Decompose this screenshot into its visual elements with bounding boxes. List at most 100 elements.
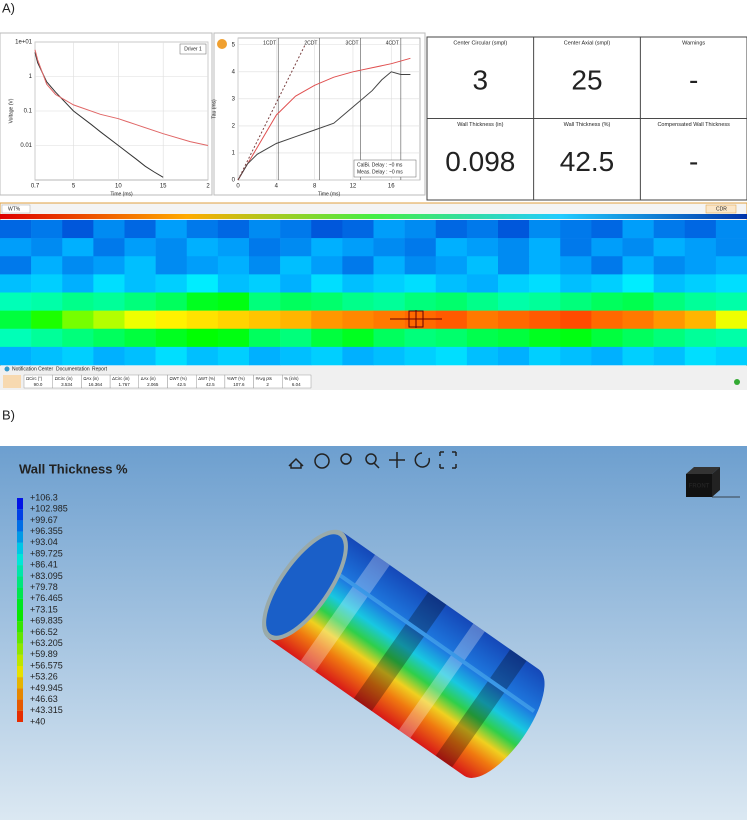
heat-cell [653,238,686,257]
metric-value: 0.098 [445,146,515,177]
heat-cell [404,274,437,293]
y-tick-label: 3 [232,96,236,102]
heat-cell [560,220,592,239]
heat-cell [591,238,623,257]
y-tick-label: 2 [232,123,236,129]
cdt-label: 3CDT [346,40,359,46]
legend-swatch [17,598,23,610]
heat-cell [31,256,63,275]
heat-cell [311,274,343,293]
zoom-icon[interactable] [365,453,377,465]
help-icon[interactable] [217,39,227,49]
heat-cell [715,256,747,275]
series-line [237,57,411,181]
legend-label: +93.04 [30,537,58,547]
status-header: ΩWT (%) [170,376,188,381]
legend-swatch [17,699,23,711]
heat-cell [560,310,592,330]
heat-cell [404,238,437,257]
legend-label: +96.355 [30,526,63,536]
heat-cell [529,292,561,311]
heat-cell [684,310,717,330]
button[interactable] [705,204,737,214]
status-cell [282,374,312,389]
heat-cell [404,310,437,330]
legend-label: +73.15 [30,604,58,614]
status-value: 107.6 [233,382,245,387]
cdt-label: 4CDT [386,40,399,46]
heat-cell [373,328,405,348]
metric-title: Center Circular (smpl) [453,40,507,46]
heat-cell [62,292,94,311]
legend-label: +102.985 [30,504,68,514]
status-header: ΔCirc (in) [112,376,130,381]
heat-cell [498,256,530,275]
annotation: Driver 1 [184,46,202,52]
heat-cell [280,346,312,366]
rotate-icon[interactable] [414,452,431,468]
status-header: % (in/s) [284,376,299,381]
legend-label: +53.26 [30,672,58,682]
zoom-box-icon[interactable] [340,453,352,465]
heat-cell [342,220,374,239]
legend-swatch [17,531,23,543]
heat-cell [280,256,312,275]
legend-swatch [17,643,23,655]
legend-label: +56.575 [30,660,63,670]
heat-cell [155,220,188,239]
metric-value: - [689,146,698,177]
heat-cell [653,292,686,311]
heat-cell [653,310,686,330]
fit-icon[interactable] [439,451,457,469]
heat-cell [249,346,281,366]
heat-cell [0,274,32,293]
pan-icon[interactable] [389,452,405,468]
x-tick-label: 16 [388,184,395,190]
view-icon[interactable] [314,453,330,469]
heat-cell [280,328,312,348]
heat-cell [373,220,405,239]
metric-value: 3 [473,64,489,95]
heat-cell [124,346,156,366]
heat-cell [186,310,219,330]
heat-cell [342,238,374,257]
heat-cell [217,220,250,239]
legend-label: +40 [30,716,45,726]
heat-cell [529,274,561,293]
series-line [34,49,209,146]
heat-cell [62,238,94,257]
heat-cell [591,220,623,239]
heat-cell [622,238,654,257]
home-icon[interactable] [288,457,304,469]
status-link[interactable]: Documentation [56,366,90,372]
heat-cell [311,256,343,275]
viewer-toolbar [288,451,457,469]
heat-cell [342,274,374,293]
heat-cell [93,346,125,366]
heat-cell [31,220,63,239]
heat-cell [591,292,623,311]
move-icon[interactable] [3,375,21,388]
y-tick-label: 5 [232,42,236,48]
status-link[interactable]: Report [92,366,108,372]
view-cube[interactable] [686,467,740,498]
heat-cell [217,274,250,293]
heat-cell [560,292,592,311]
heat-cell [373,256,405,275]
heat-cell [249,310,281,330]
metric-value: 25 [571,64,602,95]
heat-cell [186,220,219,239]
heat-cell [435,220,468,239]
heat-cell [93,292,125,311]
legend-swatch [17,509,23,521]
heat-cell [93,310,125,330]
heat-cell [373,310,405,330]
y-tick-label: 1 [232,151,236,157]
heat-cell [93,220,125,239]
status-link[interactable]: Notification Center [12,366,53,372]
plot-area [237,37,421,181]
x-tick-label: 4 [275,184,279,190]
heat-cell [653,328,686,348]
legend-swatch [17,621,23,633]
heat-cell [404,220,437,239]
